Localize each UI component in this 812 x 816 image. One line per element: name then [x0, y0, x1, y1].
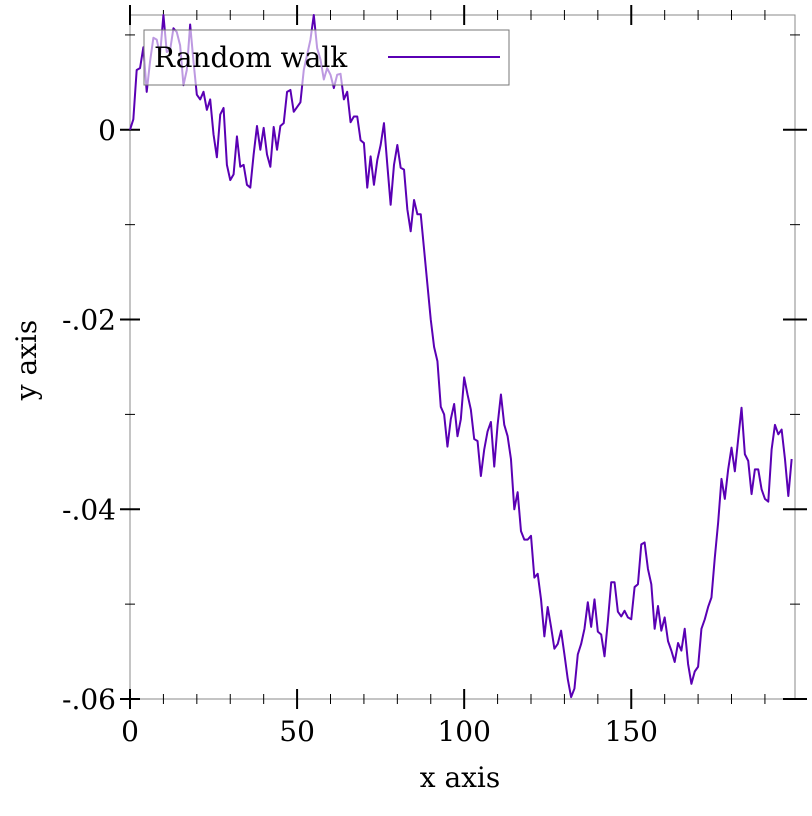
- y-axis-label: y axis: [10, 320, 43, 402]
- x-tick-label: 150: [605, 715, 658, 748]
- plot-frame: [129, 14, 796, 700]
- y-tick-label: -.06: [62, 683, 116, 716]
- y-tick-label: -.02: [62, 304, 116, 337]
- line-series: [129, 14, 793, 699]
- x-axis-label: x axis: [420, 761, 501, 794]
- x-tick-label: 50: [279, 715, 315, 748]
- y-tick-label: -.04: [62, 493, 116, 526]
- x-tick-label: 0: [121, 715, 139, 748]
- y-tick-label: 0: [98, 114, 116, 147]
- legend-label: Random walk: [154, 41, 348, 74]
- x-tick-label: 100: [437, 715, 490, 748]
